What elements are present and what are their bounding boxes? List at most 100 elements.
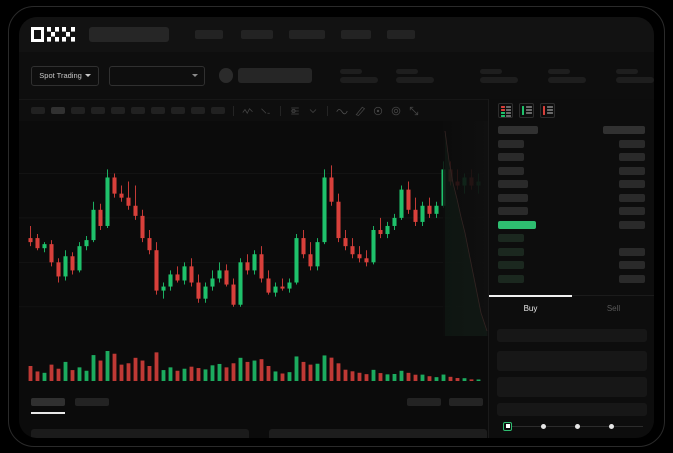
nav-item-4[interactable] (341, 30, 371, 39)
step-indicator-2[interactable] (541, 423, 546, 429)
depth-curve (444, 130, 488, 336)
market-stat-1-label (340, 68, 362, 74)
orderbook-sell-icon[interactable] (540, 103, 555, 118)
order-form-field-1[interactable] (497, 329, 647, 342)
order-book-cell-left (498, 234, 524, 242)
market-stat-2 (396, 68, 434, 83)
orders-action-2[interactable] (449, 398, 483, 406)
order-book-row-bid[interactable] (489, 258, 654, 272)
interval-pill-10[interactable] (211, 107, 225, 114)
spot-trading-label: Spot Trading (39, 71, 82, 80)
order-book-row-ask[interactable] (489, 123, 654, 137)
market-stat-3 (480, 68, 518, 83)
order-book-row-ask[interactable] (489, 204, 654, 218)
orderbook-both-icon[interactable] (498, 103, 513, 118)
order-book-cell-right (619, 261, 645, 269)
logo-letter-o (31, 27, 44, 42)
nav-item-2[interactable] (241, 30, 273, 39)
order-book-row-ask[interactable] (489, 150, 654, 164)
nav-item-5[interactable] (387, 30, 415, 39)
orderbook-buy-icon[interactable] (519, 103, 534, 118)
order-form-field-3[interactable] (497, 377, 647, 397)
tablet-screen: Spot Trading (19, 17, 654, 438)
order-book-cell-left (498, 274, 524, 283)
orders-action-1[interactable] (407, 398, 441, 406)
step-connector (580, 425, 609, 427)
wave-tool-icon[interactable] (336, 105, 348, 117)
order-book-row-bid[interactable] (489, 245, 654, 259)
step-connector (614, 425, 643, 427)
interval-pill-9[interactable] (191, 107, 205, 114)
top-navigation-bar (19, 17, 654, 52)
market-stat-4 (548, 68, 586, 83)
coin-avatar (218, 68, 234, 83)
interval-pill-8[interactable] (171, 107, 185, 114)
tab-sell[interactable]: Sell (572, 296, 654, 320)
chevron-down-icon[interactable] (307, 105, 319, 117)
order-book-row-ask[interactable] (489, 191, 654, 205)
order-book-row-spread[interactable] (489, 218, 654, 232)
order-book-row-ask[interactable] (489, 164, 654, 178)
order-book-cell-right (619, 274, 645, 283)
bottom-panel-left (31, 429, 249, 438)
chevron-down-icon (84, 74, 91, 77)
tab-sell-label: Sell (606, 303, 621, 313)
order-book-cell-left (498, 261, 524, 269)
step-indicator-1-active[interactable] (503, 421, 512, 431)
logo-letter-x (62, 27, 75, 42)
spot-trading-dropdown[interactable]: Spot Trading (31, 65, 100, 86)
order-book-cell-right (619, 220, 645, 229)
bottom-panel-right (269, 429, 487, 438)
volume-histogram[interactable] (19, 337, 488, 392)
market-stat-5-label (616, 68, 638, 74)
candlestick-chart[interactable] (19, 121, 488, 337)
order-book-cell-right (619, 139, 645, 148)
trend-tool-icon[interactable] (260, 105, 272, 117)
market-stat-1-value (340, 76, 378, 83)
tab-order-history[interactable] (75, 398, 109, 406)
order-book-cell-right (619, 247, 645, 256)
tab-buy[interactable]: Buy (489, 295, 572, 320)
interval-pill-2[interactable] (51, 107, 65, 114)
fullscreen-tool-icon[interactable] (408, 105, 420, 117)
nav-item-3[interactable] (289, 30, 325, 39)
order-book-rows[interactable] (489, 123, 654, 285)
line-tool-icon[interactable] (242, 105, 254, 117)
interval-pill-1[interactable] (31, 107, 45, 114)
search-input[interactable] (89, 27, 169, 42)
order-book-row-ask[interactable] (489, 137, 654, 151)
order-book-cell-left (498, 180, 528, 188)
market-info-bar: Spot Trading (19, 52, 654, 99)
interval-pill-6[interactable] (131, 107, 145, 114)
nav-item-1[interactable] (195, 30, 223, 39)
order-book-cell-left (498, 193, 528, 202)
order-form-field-2[interactable] (497, 351, 647, 371)
order-book-row-bid[interactable] (489, 231, 654, 245)
market-stat-3-value (480, 76, 518, 83)
last-price-value (238, 68, 312, 83)
order-book-cell-left (498, 247, 524, 256)
interval-pill-3[interactable] (71, 107, 85, 114)
step-connector (546, 425, 575, 427)
step-indicator-4[interactable] (609, 423, 614, 429)
step-indicator-3[interactable] (575, 423, 580, 429)
brush-tool-icon[interactable] (354, 105, 366, 117)
depth-chart-overlay (443, 121, 488, 336)
market-stat-2-value (396, 76, 434, 83)
order-book-cell-left (498, 166, 524, 175)
interval-pill-4[interactable] (91, 107, 105, 114)
interval-pill-5[interactable] (111, 107, 125, 114)
magnet-tool-icon[interactable] (372, 105, 384, 117)
order-book-row-bid[interactable] (489, 272, 654, 286)
order-book-cell-right (619, 207, 645, 215)
order-book-panel: Buy Sell (488, 99, 654, 438)
okx-logo[interactable] (31, 27, 75, 42)
tab-open-orders[interactable] (31, 398, 65, 406)
fib-tool-icon[interactable] (289, 105, 301, 117)
order-form-field-4[interactable] (497, 403, 647, 416)
orderbook-layout-toggles (498, 103, 555, 118)
settings-tool-icon[interactable] (390, 105, 402, 117)
interval-pill-7[interactable] (151, 107, 165, 114)
order-book-row-ask[interactable] (489, 177, 654, 191)
trading-pair-dropdown[interactable] (109, 65, 205, 86)
